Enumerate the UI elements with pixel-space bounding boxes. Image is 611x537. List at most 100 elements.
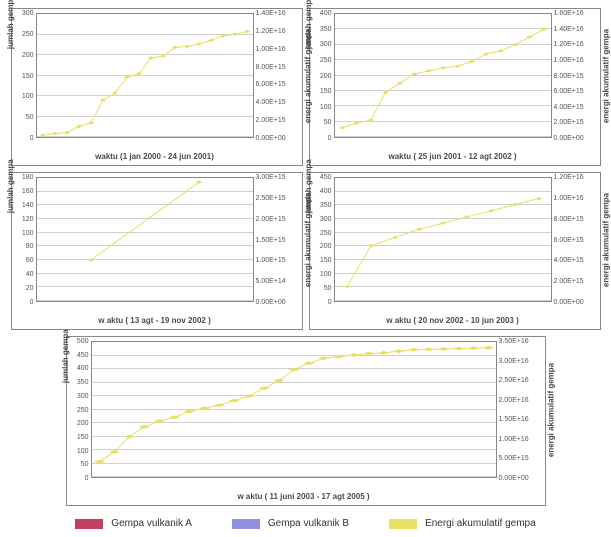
ytick-left: 350 (312, 202, 332, 209)
gridline (37, 204, 253, 205)
chart-body: 123456789 (334, 177, 552, 302)
y-left-label: jumlah gempa (61, 329, 70, 383)
ytick-right: 0.00E+00 (554, 135, 584, 142)
ytick-right: 1.00E+16 (256, 46, 286, 53)
plot-area: 0501001502002503001234567891011121314151… (14, 13, 296, 138)
cumulative-energy-line (43, 32, 247, 136)
ytick-right: 0.00E+00 (554, 299, 584, 306)
line-overlay (37, 14, 253, 137)
y-left-label: jumlah gempa (6, 0, 15, 49)
ytick-left: 500 (69, 338, 89, 345)
plot-area: 0501001502002503003504004505001234567891… (69, 341, 539, 478)
line-marker (391, 236, 397, 239)
legend-item-b: Gempa vulkanik B (232, 518, 349, 529)
ytick-left: 0 (69, 475, 89, 482)
line-marker (454, 65, 460, 68)
line-marker (303, 361, 314, 365)
ytick-right: 2.00E+15 (554, 278, 584, 285)
line-marker (63, 131, 69, 134)
y-axis-left: 050100150200250300350400 (312, 13, 334, 138)
line-marker (99, 98, 105, 101)
swatch-a (75, 519, 103, 529)
legend: Gempa vulkanik A Gempa vulkanik B Energi… (8, 518, 603, 529)
gridline (335, 204, 551, 205)
ytick-right: 6.00E+15 (554, 237, 584, 244)
gridline (92, 422, 496, 423)
y-axis-left: 020406080100120140160180 (14, 177, 36, 302)
x-axis-strip (312, 302, 594, 314)
ytick-right: 1.00E+16 (499, 436, 529, 443)
line-marker (258, 386, 269, 390)
legend-label-e: Energi akumulatif gempa (425, 518, 536, 529)
ytick-left: 0 (312, 135, 332, 142)
ytick-right: 1.40E+16 (256, 10, 286, 17)
ytick-left: 450 (312, 174, 332, 181)
ytick-right: 0.00E+00 (256, 299, 286, 306)
ytick-right: 8.00E+15 (554, 216, 584, 223)
line-marker (423, 347, 434, 351)
line-marker (353, 121, 359, 124)
y-right-label: energi akumulatif gempa (547, 362, 556, 456)
gridline (92, 368, 496, 369)
legend-item-e: Energi akumulatif gempa (389, 518, 536, 529)
gridline (37, 13, 253, 14)
ytick-right: 3.50E+16 (499, 338, 529, 345)
ytick-left: 50 (312, 119, 332, 126)
x-label: w aktu ( 11 juni 2003 - 17 agt 2005 ) (69, 492, 539, 501)
ytick-right: 3.00E+16 (499, 358, 529, 365)
swatch-b (232, 519, 260, 529)
line-marker (195, 42, 201, 45)
swatch-e (389, 519, 417, 529)
ytick-left: 400 (69, 365, 89, 372)
line-marker (195, 180, 201, 183)
ytick-right: 1.40E+16 (554, 26, 584, 33)
ytick-left: 450 (69, 352, 89, 359)
ytick-right: 2.50E+16 (499, 377, 529, 384)
line-marker (168, 415, 179, 419)
gridline (335, 300, 551, 301)
gridline (335, 28, 551, 29)
ytick-left: 50 (69, 461, 89, 468)
gridline (335, 232, 551, 233)
ytick-left: 400 (312, 10, 332, 17)
line-marker (147, 56, 153, 59)
ytick-left: 50 (14, 114, 34, 121)
x-axis-strip (69, 478, 539, 490)
ytick-left: 100 (14, 93, 34, 100)
gridline (335, 136, 551, 137)
line-overlay (335, 178, 551, 301)
ytick-left: 20 (14, 285, 34, 292)
line-marker (183, 410, 194, 414)
ytick-right: 1.00E+15 (256, 257, 286, 264)
ytick-right: 1.50E+16 (499, 416, 529, 423)
ytick-left: 250 (69, 407, 89, 414)
ytick-left: 180 (14, 174, 34, 181)
gridline (37, 136, 253, 137)
ytick-left: 200 (69, 420, 89, 427)
x-label: w aktu ( 13 agt - 19 nov 2002 ) (14, 316, 296, 325)
ytick-left: 250 (14, 31, 34, 38)
ytick-right: 3.00E+15 (256, 174, 286, 181)
ytick-right: 0.00E+00 (499, 475, 529, 482)
ytick-right: 0.00E+00 (256, 135, 286, 142)
x-label: waktu (1 jan 2000 - 24 jun 2001) (14, 152, 296, 161)
line-marker (138, 425, 149, 429)
ytick-right: 6.00E+15 (256, 81, 286, 88)
gridline (335, 191, 551, 192)
line-marker (439, 221, 445, 224)
gridline (92, 476, 496, 477)
gridline (335, 286, 551, 287)
plot-area: 020406080100120140160180120.00E+005.00E+… (14, 177, 296, 302)
y-axis-left: 050100150200250300350400450 (312, 177, 334, 302)
ytick-right: 2.50E+15 (256, 195, 286, 202)
y-axis-left: 050100150200250300350400450500 (69, 341, 91, 478)
line-marker (382, 91, 388, 94)
cumulative-energy-line (91, 182, 199, 260)
ytick-left: 400 (312, 188, 332, 195)
panel-c5: 0501001502002503003504004505001234567891… (66, 336, 546, 506)
ytick-left: 160 (14, 188, 34, 195)
line-marker (339, 126, 345, 129)
ytick-right: 5.00E+15 (499, 455, 529, 462)
gridline (335, 44, 551, 45)
ytick-left: 300 (312, 41, 332, 48)
